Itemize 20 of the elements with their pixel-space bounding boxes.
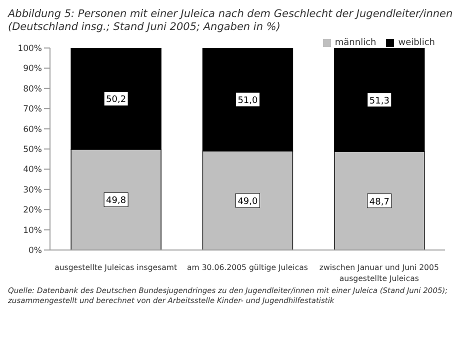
y-tick-label: 100% bbox=[18, 44, 42, 54]
y-tick-label: 30% bbox=[23, 185, 42, 196]
y-tick-label: 10% bbox=[23, 226, 42, 236]
legend-label: männlich bbox=[334, 38, 376, 48]
data-label: 49,8 bbox=[106, 196, 126, 206]
data-label: 48,7 bbox=[369, 197, 390, 208]
y-tick-label: 40% bbox=[23, 165, 42, 176]
y-tick-label: 60% bbox=[23, 124, 42, 135]
data-label: 51,3 bbox=[369, 96, 390, 106]
y-tick-label: 90% bbox=[23, 64, 42, 74]
y-tick-label: 70% bbox=[23, 104, 42, 115]
chart-title: Abbildung 5: Personen mit einer Juleica nach dem Geschlecht der Jugendleiter/innen (Deutschland insg.; Stand Juni 2005; Angaben in %) bbox=[8, 8, 453, 34]
y-tick-label: 80% bbox=[23, 84, 42, 94]
y-tick-label: 20% bbox=[23, 206, 42, 216]
y-tick-label: 0% bbox=[28, 246, 42, 256]
data-label: 50,2 bbox=[106, 95, 126, 106]
legend-label: weiblich bbox=[398, 38, 435, 48]
y-tick-label: 50% bbox=[23, 145, 42, 156]
data-label: 49,0 bbox=[238, 197, 258, 208]
data-label: 51,0 bbox=[238, 96, 258, 106]
